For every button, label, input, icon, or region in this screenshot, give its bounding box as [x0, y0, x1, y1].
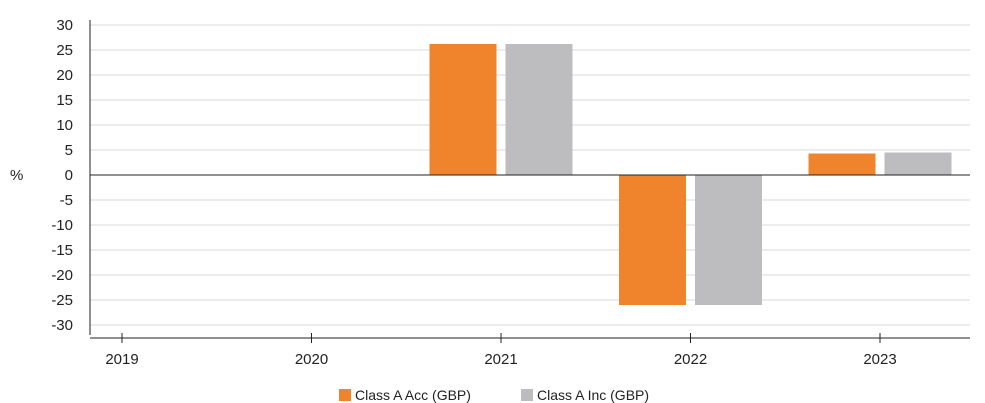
y-tick-label: 0 [65, 167, 73, 184]
bar-inc-2023 [884, 152, 952, 175]
bars [429, 44, 952, 305]
bar-acc-2022 [619, 175, 686, 305]
y-axis-label: % [10, 167, 23, 184]
legend-label: Class A Acc (GBP) [355, 387, 471, 403]
y-tick-label: 20 [56, 67, 73, 84]
y-tick-label: 25 [56, 42, 73, 59]
x-tick-label: 2019 [105, 351, 138, 368]
y-tick-label: 5 [65, 142, 73, 159]
x-tick-label: 2021 [484, 351, 517, 368]
y-tick-label: -30 [51, 317, 73, 334]
x-tick-label: 2020 [295, 351, 328, 368]
legend-label: Class A Inc (GBP) [537, 387, 649, 403]
y-tick-label: -25 [51, 292, 73, 309]
x-tick-label: 2022 [674, 351, 707, 368]
y-tick-label: -20 [51, 267, 73, 284]
y-tick-label: -15 [51, 242, 73, 259]
legend: Class A Acc (GBP) Class A Inc (GBP) [339, 387, 649, 403]
bar-acc-2021 [429, 44, 497, 175]
bar-inc-2022 [695, 175, 762, 305]
legend-swatch [521, 389, 533, 401]
x-tick-label: 2023 [863, 351, 896, 368]
y-tick-label: -10 [51, 217, 73, 234]
legend-swatch [339, 389, 351, 401]
y-tick-label: -5 [60, 192, 73, 209]
y-tick-label: 10 [56, 117, 73, 134]
tick-labels: 30 25 20 15 10 5 0 -5 -10 -15 -20 -25 -30 2019 2020 202… [51, 17, 896, 368]
y-tick-label: 30 [56, 17, 73, 34]
bar-inc-2021 [505, 44, 573, 175]
y-tick-label: 15 [56, 92, 73, 109]
bar-acc-2023 [808, 153, 876, 175]
axes [89, 20, 970, 343]
